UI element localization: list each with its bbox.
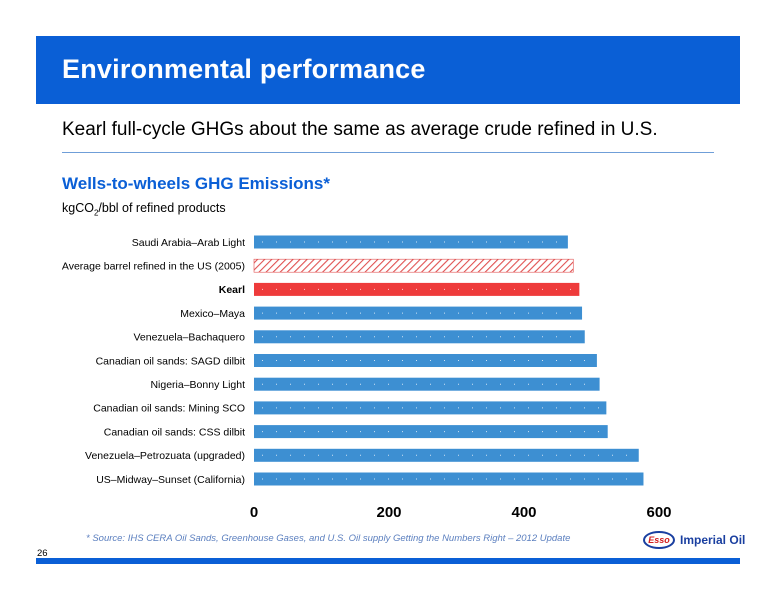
bar-6	[254, 377, 600, 391]
category-label-10: US–Midway–Sunset (California)	[96, 474, 245, 486]
bar-4	[254, 330, 585, 344]
category-label-2: Kearl	[219, 284, 245, 296]
category-label-8: Canadian oil sands: CSS dilbit	[104, 426, 245, 438]
esso-logo-icon: Esso	[643, 531, 675, 549]
x-tick-label-2: 400	[511, 504, 536, 521]
unit-sub: 2	[93, 208, 99, 218]
category-label-3: Mexico–Maya	[180, 308, 245, 320]
category-label-7: Canadian oil sands: Mining SCO	[93, 403, 245, 415]
logo-text: Imperial Oil	[680, 533, 746, 547]
x-tick-label-0: 0	[250, 504, 258, 521]
slide-subtitle: Kearl full-cycle GHGs about the same as …	[62, 119, 658, 140]
divider-line	[62, 152, 714, 153]
category-label-6: Nigeria–Bonny Light	[150, 379, 245, 391]
unit-post: /bbl of refined products	[98, 201, 226, 215]
page-title: Environmental performance	[62, 54, 426, 84]
x-tick-label-3: 600	[646, 504, 671, 521]
chart-title: Wells-to-wheels GHG Emissions*	[62, 174, 330, 193]
x-tick-label-1: 200	[376, 504, 401, 521]
source-note: * Source: IHS CERA Oil Sands, Greenhouse…	[86, 533, 571, 544]
category-label-4: Venezuela–Bachaquero	[133, 332, 245, 344]
category-label-0: Saudi Arabia–Arab Light	[132, 237, 245, 249]
footer-bar	[36, 558, 740, 564]
bar-0	[254, 235, 568, 249]
page-number: 26	[37, 548, 48, 559]
bar-5	[254, 354, 597, 367]
unit-label: kgCO2/bbl of refined products	[62, 201, 226, 218]
bar-3	[254, 306, 583, 320]
category-label-1: Average barrel refined in the US (2005)	[62, 261, 245, 273]
bar-1	[253, 258, 574, 273]
unit-pre: kgCO	[62, 201, 94, 215]
title-banner: Environmental performance	[36, 36, 740, 104]
bar-10	[254, 472, 644, 486]
bar-9	[254, 448, 639, 462]
category-label-5: Canadian oil sands: SAGD dilbit	[96, 355, 245, 367]
category-label-9: Venezuela–Petrozuata (upgraded)	[85, 450, 245, 462]
imperial-oil-logo: Esso Imperial Oil	[643, 531, 745, 549]
